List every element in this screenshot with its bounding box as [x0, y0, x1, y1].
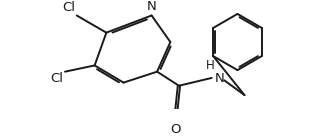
Text: O: O: [170, 123, 181, 136]
Text: Cl: Cl: [62, 1, 75, 14]
Text: Cl: Cl: [50, 72, 63, 85]
Text: N: N: [215, 72, 225, 85]
Text: N: N: [147, 0, 157, 13]
Text: H: H: [206, 59, 215, 72]
